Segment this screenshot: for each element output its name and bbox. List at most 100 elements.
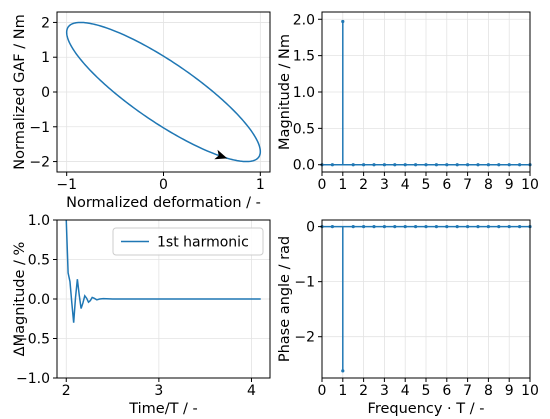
stem-marker	[497, 163, 501, 167]
y-tick-label: −2	[294, 330, 315, 346]
direction-arrow	[214, 149, 228, 160]
stem-marker	[445, 225, 449, 229]
stem-marker	[382, 225, 386, 229]
plot-area	[65, 21, 262, 163]
x-tick-label: 0	[318, 177, 327, 193]
y-axis-label: Normalized GAF / Nm	[12, 14, 28, 169]
stem-marker	[372, 163, 376, 167]
stem-marker	[486, 163, 490, 167]
y-tick-label: 2.0	[293, 12, 315, 28]
x-tick-label: 4	[401, 383, 410, 399]
y-tick-label: −1	[29, 120, 50, 136]
stem-marker	[486, 225, 490, 229]
plot-area	[320, 19, 532, 167]
y-tick-label: 0.5	[293, 121, 315, 137]
x-axis-label: Time/T / -	[128, 401, 198, 417]
x-tick-label: 3	[154, 383, 163, 399]
x-tick-label: 5	[422, 177, 431, 193]
stem-marker	[351, 225, 355, 229]
stem-marker	[424, 163, 428, 167]
plot-area	[65, 219, 261, 323]
stem-marker	[424, 225, 428, 229]
x-tick-label: 8	[484, 383, 493, 399]
y-tick-label: −1	[294, 275, 315, 291]
x-tick-label: 9	[505, 383, 514, 399]
stem-marker	[403, 225, 407, 229]
stem-marker	[476, 225, 480, 229]
x-tick-label: 5	[422, 383, 431, 399]
y-tick-label: 1.0	[28, 213, 50, 229]
stem-marker	[518, 163, 522, 167]
y-tick-label: 1	[41, 50, 50, 66]
x-tick-label: 1	[338, 177, 347, 193]
x-tick-label: 7	[463, 177, 472, 193]
stem-marker	[330, 225, 334, 229]
stem-marker	[393, 225, 397, 229]
stem-marker	[466, 163, 470, 167]
x-tick-label: 7	[463, 383, 472, 399]
y-tick-label: 0	[306, 220, 315, 236]
stem-marker	[382, 163, 386, 167]
stem-marker	[414, 163, 418, 167]
hysteresis-loop	[65, 21, 262, 163]
y-axis-label: Magnitude / Nm	[277, 34, 293, 150]
y-tick-label: 0.0	[293, 158, 315, 174]
x-axis-label: Frequency · T / -	[368, 401, 485, 417]
x-tick-label: 6	[442, 177, 451, 193]
stem-marker	[403, 163, 407, 167]
y-tick-label: 0.0	[28, 292, 50, 308]
x-tick-label: 0	[318, 383, 327, 399]
y-axis-label: Phase angle / rad	[277, 236, 293, 362]
chart-loop: −1 0 1 −2 −1 0 1 2 Normalized deformation / - Nor…	[12, 11, 271, 211]
stem-marker	[518, 225, 522, 229]
stem-marker	[414, 225, 418, 229]
x-tick-label: 2	[359, 177, 368, 193]
x-tick-label: 9	[505, 177, 514, 193]
x-tick-label: 4	[247, 383, 256, 399]
plot-area	[320, 225, 532, 373]
legend-label: 1st harmonic	[157, 235, 249, 251]
x-tick-label: 2	[359, 383, 368, 399]
stem-marker	[445, 163, 449, 167]
chart-delta: 2 3 4 −1.0 −0.5 0.0 0.5 1.0 Time/T / - ΔMagnitude…	[12, 213, 271, 417]
stem-marker	[507, 163, 511, 167]
stem-marker	[466, 225, 470, 229]
x-tick-label: 0	[159, 177, 168, 193]
stem-marker	[362, 225, 366, 229]
y-tick-label: 1.5	[293, 49, 315, 65]
stem-marker	[341, 369, 345, 373]
x-tick-label: 1	[338, 383, 347, 399]
y-tick-label: 1.0	[293, 85, 315, 101]
stem-marker	[341, 19, 345, 24]
legend-box	[112, 227, 264, 256]
stem-marker	[372, 225, 376, 229]
y-tick-label: −0.5	[16, 332, 50, 348]
x-tick-label: 6	[442, 383, 451, 399]
y-tick-label: −2	[29, 155, 50, 171]
x-tick-label: −1	[56, 177, 77, 193]
y-tick-label: 2	[41, 15, 50, 31]
y-tick-label: 0	[41, 85, 50, 101]
stem-marker	[362, 163, 366, 167]
x-tick-label: 1	[256, 177, 265, 193]
stem-marker	[497, 225, 501, 229]
stem-marker	[434, 163, 438, 167]
series-line	[65, 219, 261, 323]
stem-marker	[393, 163, 397, 167]
stem-marker	[507, 225, 511, 229]
x-tick-label: 10	[521, 383, 539, 399]
stem-marker	[476, 163, 480, 167]
stem-marker	[330, 163, 334, 167]
x-tick-label: 3	[380, 383, 389, 399]
x-tick-label: 3	[380, 177, 389, 193]
stem-marker	[455, 225, 459, 229]
x-axis-label: Normalized deformation / -	[66, 195, 261, 211]
x-tick-label: 4	[401, 177, 410, 193]
y-axis-label: ΔMagnitude / %	[12, 242, 28, 357]
stem-marker	[351, 163, 355, 167]
x-tick-label: 2	[62, 383, 71, 399]
x-tick-label: 10	[521, 177, 539, 193]
